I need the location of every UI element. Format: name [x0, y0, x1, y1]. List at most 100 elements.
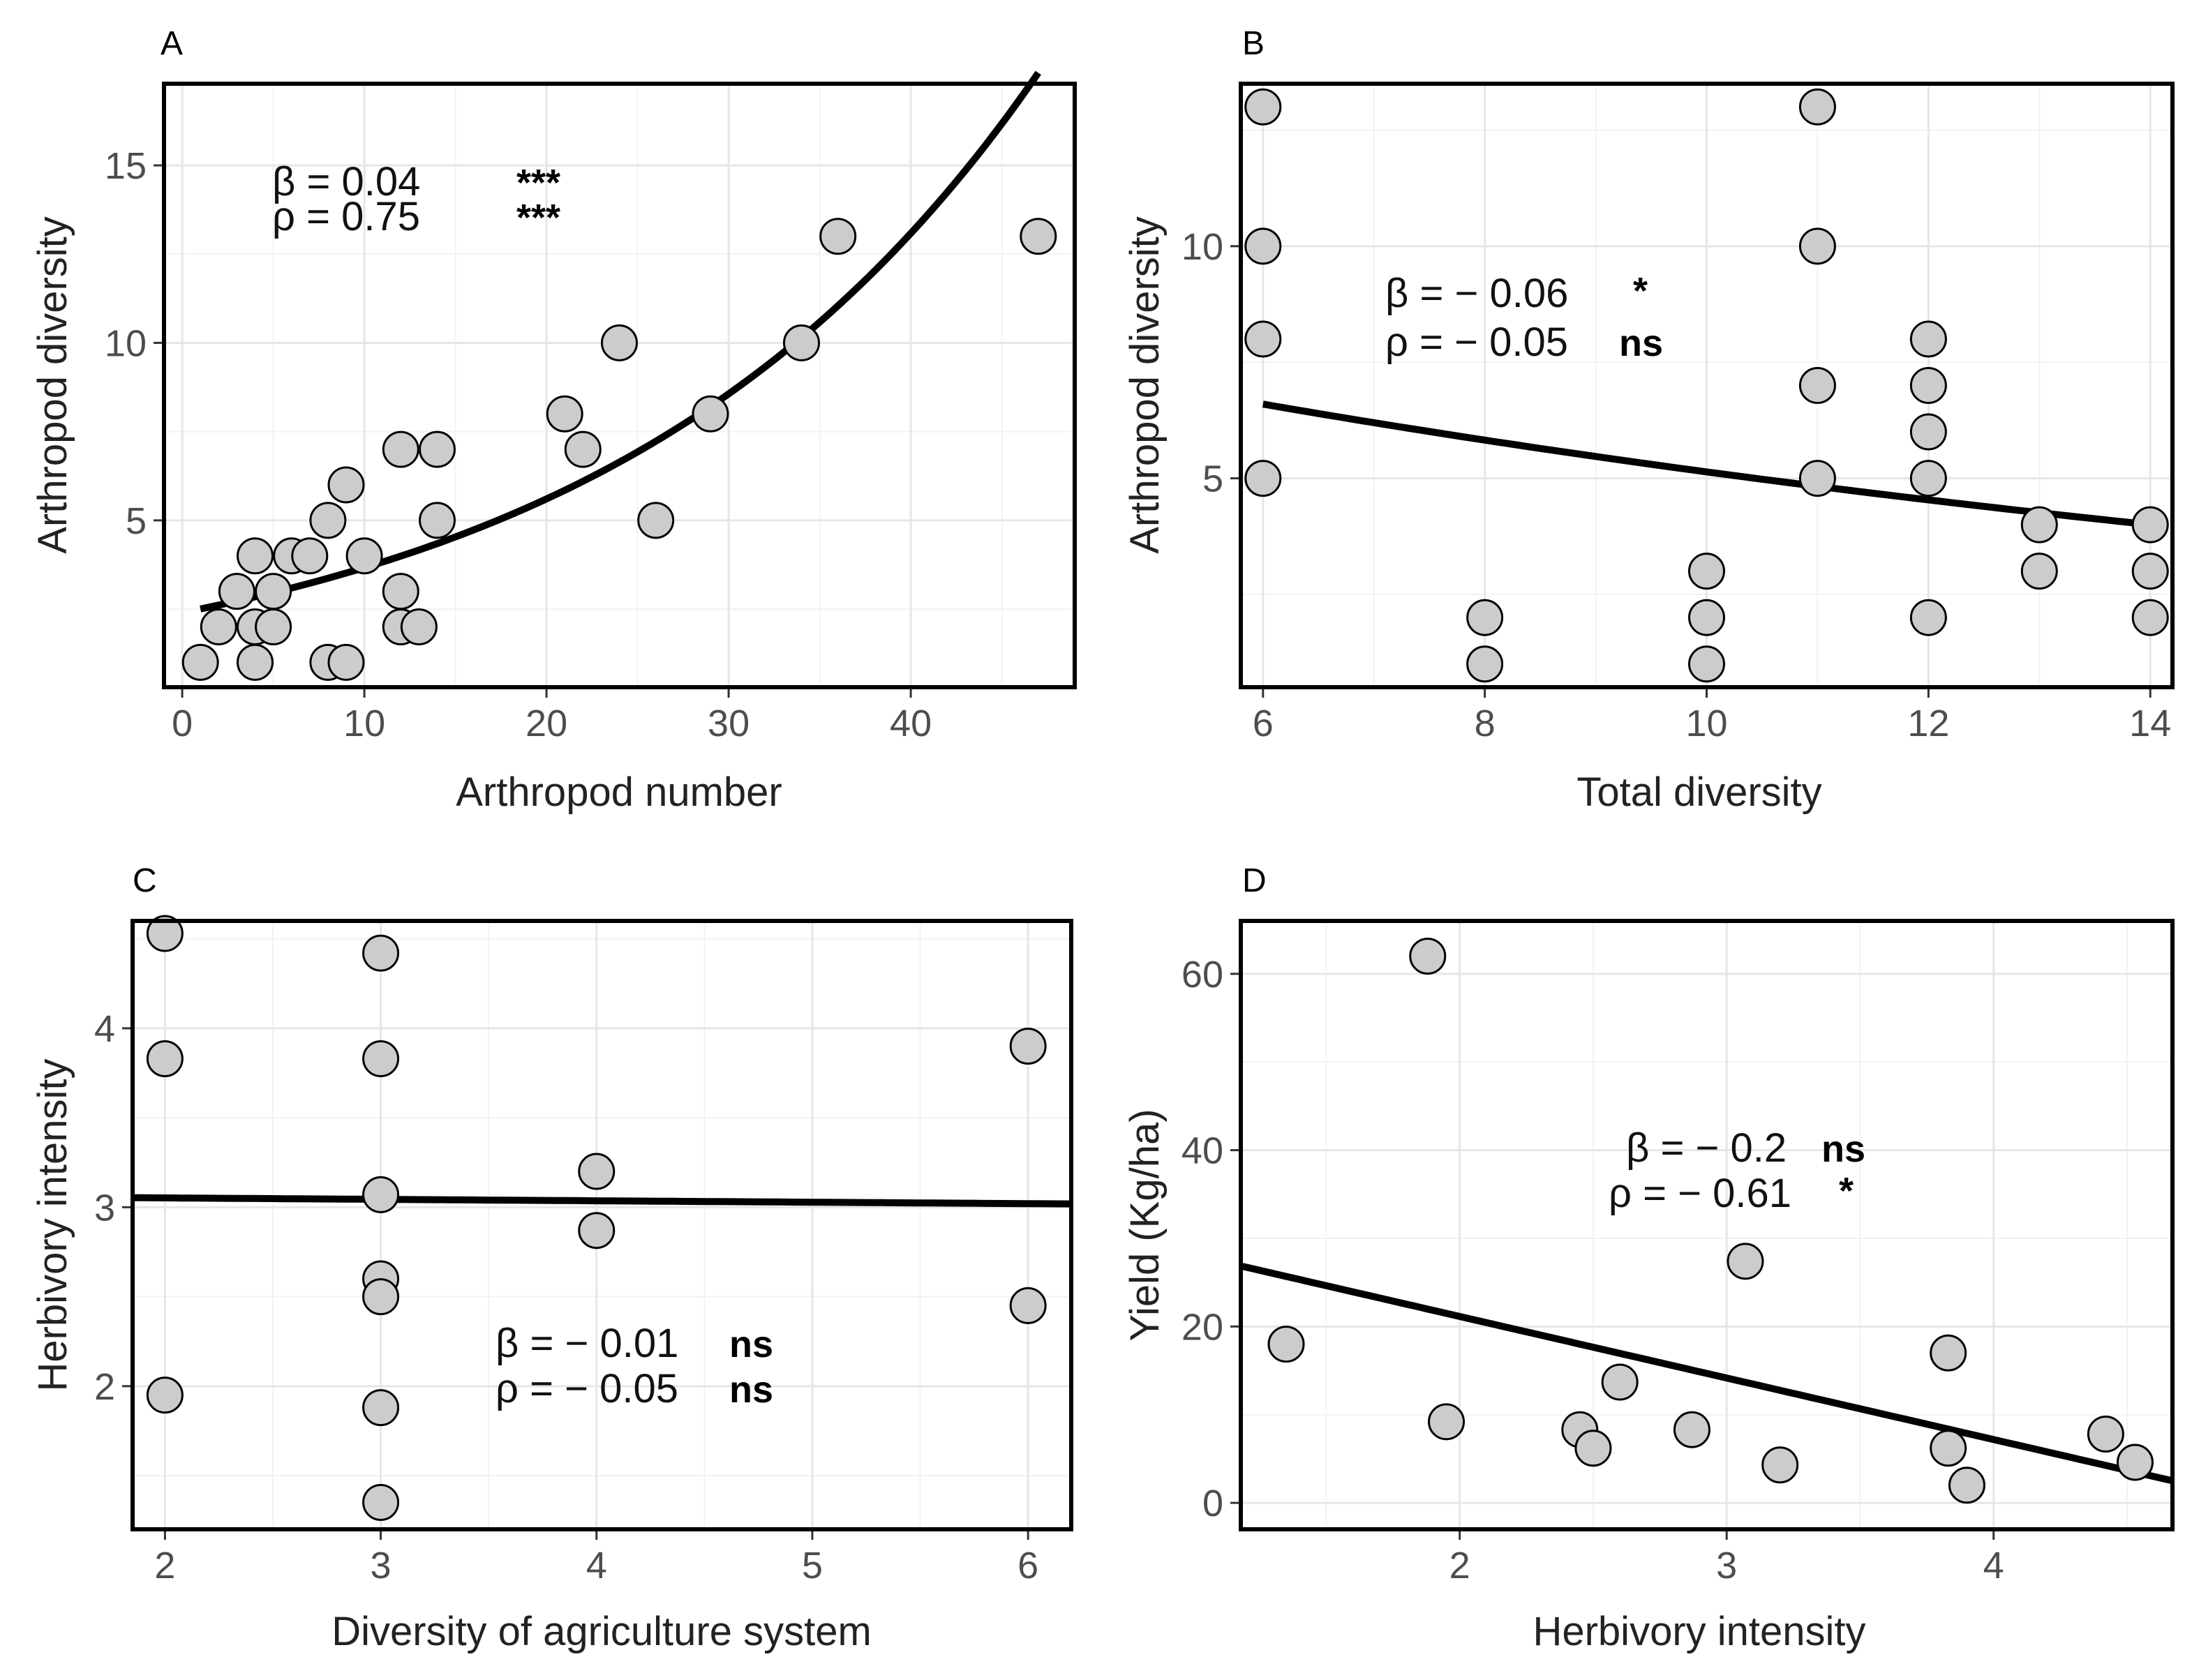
panel-a-point — [200, 608, 237, 645]
panel-c-xtick-label: 4 — [586, 1545, 607, 1587]
panel-c-point — [362, 1040, 400, 1077]
panel-d-xtick-label: 3 — [1716, 1545, 1737, 1587]
panel-c-xtick-label: 6 — [1017, 1545, 1038, 1587]
panel-b-point — [1909, 599, 1947, 636]
panel-a-xtick-label: 10 — [343, 703, 385, 744]
panel-c-point — [1009, 1028, 1047, 1065]
panel-a-frame — [162, 82, 1077, 689]
panel-a-xtick-label: 30 — [708, 703, 750, 744]
panel-d-beta-text: β = − 0.2 — [1626, 1125, 1787, 1171]
panel-c-point — [362, 1389, 400, 1427]
panel-b-point — [1244, 88, 1282, 126]
panel-c-xtick-label: 3 — [371, 1545, 392, 1587]
panel-c-point — [362, 934, 400, 972]
panel-b-point — [1798, 227, 1836, 265]
panel-c-ytick-label: 4 — [94, 1008, 115, 1050]
panel-a-point — [419, 430, 456, 468]
panel-b-fit — [1262, 400, 2151, 528]
panel-c-letter: C — [133, 862, 157, 899]
panel-b-point — [1909, 320, 1947, 358]
panel-c-fit — [132, 1194, 1072, 1208]
panel-b-ytick-label: 10 — [1181, 226, 1223, 268]
panel-d-xlabel: Herbivory intensity — [1533, 1609, 1865, 1654]
panel-c-xtick-label: 2 — [154, 1545, 175, 1587]
panel-b-xtick-label: 10 — [1685, 703, 1727, 744]
panel-b-xtick-label: 6 — [1253, 703, 1274, 744]
panel-d-xtick-label: 4 — [1983, 1545, 2004, 1587]
panel-b-ytick-label: 5 — [1202, 458, 1223, 500]
panel-a-xtick-label: 20 — [525, 703, 567, 744]
panel-b-point — [1466, 645, 1504, 683]
panel-c: C 2 3 4 5 6 2 3 4 β = − 0.01 ns ρ = − 0.05 ns D… — [30, 862, 1073, 1654]
panel-d-point — [2116, 1443, 2154, 1481]
panel-d-point — [1761, 1446, 1799, 1484]
panel-a-point — [327, 466, 365, 504]
panel-c-beta-sig: ns — [729, 1323, 773, 1365]
panel-d-point — [2087, 1416, 2124, 1453]
panel-a: A 0 10 20 30 40 5 10 15 β = 0.04 *** ρ = 0.75 *… — [30, 25, 1077, 815]
panel-b-fit-line — [1262, 400, 2151, 528]
panel-a-point — [601, 324, 638, 361]
panel-d-fit-line — [1239, 1262, 2174, 1485]
panel-d-ytick-label: 40 — [1181, 1130, 1223, 1172]
panel-b-point — [1244, 460, 1282, 497]
panel-b-point — [1688, 553, 1725, 590]
panel-a-point — [237, 537, 274, 575]
panel-d-ytick-label: 60 — [1181, 954, 1223, 996]
panel-a-point — [291, 537, 329, 575]
panel-a-point — [327, 643, 365, 681]
panel-b-point — [1909, 460, 1947, 497]
panel-c-point — [362, 1484, 400, 1522]
panel-d-rho-sig: * — [1839, 1170, 1854, 1212]
panel-d-point — [1930, 1334, 1967, 1372]
panel-a-point — [382, 573, 419, 610]
panel-c-fit-line — [132, 1194, 1072, 1208]
panel-b-point — [2131, 599, 2169, 636]
panel-b-beta-sig: * — [1633, 270, 1648, 312]
panel-d-point — [1601, 1363, 1639, 1401]
panel-b-point — [1244, 227, 1282, 265]
panel-b-point — [1909, 367, 1947, 404]
panel-d-letter: D — [1242, 862, 1267, 899]
panel-b-point — [1466, 599, 1504, 636]
panel-d-ytick-label: 0 — [1202, 1483, 1223, 1524]
panel-c-ticks: 2 3 4 5 6 2 3 4 — [94, 1008, 1038, 1587]
panel-a-point — [255, 573, 292, 610]
panel-d-ytick-label: 20 — [1181, 1306, 1223, 1348]
panel-b-point — [1798, 460, 1836, 497]
panel-d-rho-text: ρ = − 0.61 — [1609, 1171, 1791, 1216]
panel-b-rho-text: ρ = − 0.05 — [1385, 320, 1568, 365]
panel-c-point — [578, 1153, 616, 1190]
panel-c-point — [1009, 1287, 1047, 1324]
panel-a-plot-bg — [164, 84, 1075, 687]
panel-d-point — [1574, 1430, 1612, 1467]
panel-a-rho-sig: *** — [516, 197, 560, 239]
panel-d-points — [1267, 938, 2154, 1504]
panel-b-xtick-label: 8 — [1475, 703, 1496, 744]
panel-b-xtick-label: 14 — [2129, 703, 2171, 744]
panel-a-point — [181, 643, 219, 681]
panel-a-letter: A — [161, 25, 183, 62]
panel-c-ytick-label: 2 — [94, 1366, 115, 1408]
panel-d-point — [1727, 1243, 1764, 1280]
panel-a-point — [400, 608, 438, 645]
panel-d-point — [1673, 1411, 1710, 1448]
panel-a-point — [382, 430, 419, 468]
panel-a-beta-sig: *** — [516, 162, 560, 204]
panel-c-point — [362, 1176, 400, 1213]
panel-a-points — [181, 218, 1057, 681]
panel-c-points — [146, 915, 1047, 1522]
panel-c-point — [146, 915, 184, 952]
panel-b-point — [1688, 645, 1725, 683]
panel-a-xtick-label: 40 — [890, 703, 932, 744]
panel-b-ticks: 6 8 10 12 14 5 10 — [1181, 226, 2171, 744]
panel-b-point — [1688, 599, 1725, 636]
panel-d-point — [1930, 1430, 1967, 1467]
panel-c-rho-sig: ns — [729, 1369, 773, 1411]
panel-a-xlabel: Arthropod number — [456, 770, 782, 815]
panel-c-beta-text: β = − 0.01 — [495, 1321, 678, 1366]
panel-a-point — [419, 502, 456, 539]
panel-b-point — [1798, 88, 1836, 126]
